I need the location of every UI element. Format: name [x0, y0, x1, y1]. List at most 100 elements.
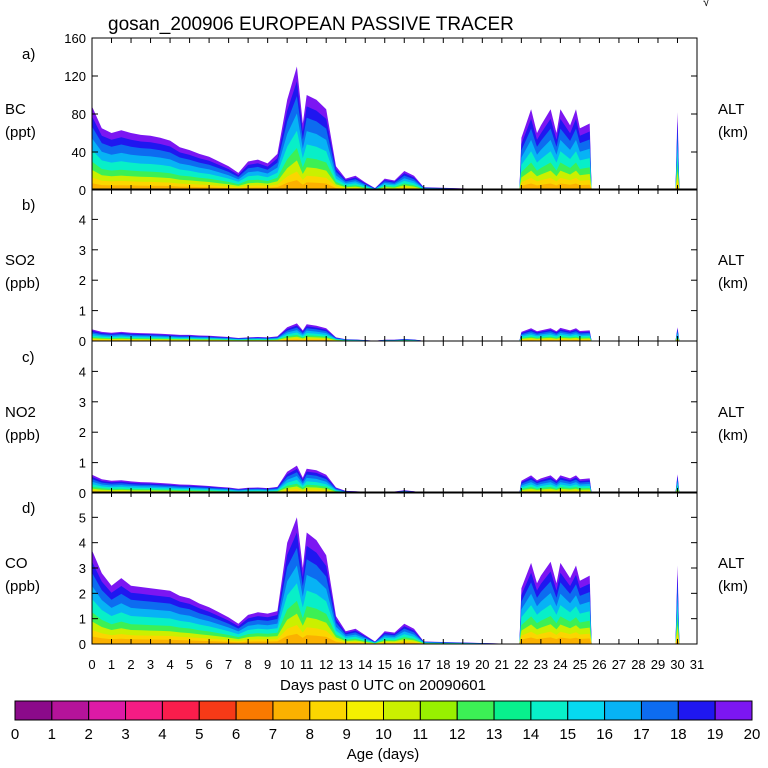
y-tick-label: 4 — [79, 364, 86, 379]
panel-label: c) — [22, 349, 35, 366]
colorbar-swatch — [51, 700, 90, 721]
x-tick-label: 10 — [280, 657, 294, 672]
colorbar-tick-label: 17 — [633, 726, 650, 743]
x-tick-label: 7 — [225, 657, 232, 672]
colorbar-swatch — [567, 700, 606, 721]
x-tick-label: 18 — [436, 657, 450, 672]
x-tick-label: 30 — [670, 657, 684, 672]
x-tick-label: 14 — [358, 657, 372, 672]
y-tick-label: 160 — [64, 31, 86, 46]
x-tick-label: 26 — [592, 657, 606, 672]
corner-mark: √ — [703, 0, 710, 9]
x-tick-label: 20 — [475, 657, 489, 672]
colorbar-swatch — [714, 700, 753, 721]
right-axis-unit: (km) — [718, 124, 748, 141]
y-tick-label: 0 — [79, 334, 86, 349]
x-tick-label: 27 — [612, 657, 626, 672]
colorbar-tick-label: 0 — [11, 726, 19, 743]
colorbar-tick-label: 8 — [306, 726, 314, 743]
colorbar-tick-label: 1 — [48, 726, 56, 743]
y-tick-label: 3 — [79, 243, 86, 258]
colorbar-swatch — [604, 700, 642, 721]
panel-so2: 0 1 2 3 4 b) SO2 (ppb) ALT (km) — [5, 188, 748, 349]
y-tick-label: 1 — [79, 612, 86, 627]
unit-label: (ppb) — [5, 427, 40, 444]
colorbar-swatch — [493, 700, 532, 721]
colorbar-swatch — [530, 700, 569, 721]
colorbar-swatch — [456, 700, 495, 721]
unit-label: (ppb) — [5, 275, 40, 292]
species-label: CO — [5, 555, 28, 572]
x-tick-label: 0 — [88, 657, 95, 672]
x-tick-label: 29 — [651, 657, 665, 672]
panel-label: d) — [22, 500, 35, 517]
colorbar-tick-label: 16 — [596, 726, 613, 743]
colorbar-tick-label: 4 — [158, 726, 166, 743]
x-tick-label: 5 — [186, 657, 193, 672]
colorbar-swatch — [677, 700, 716, 721]
x-tick-label: 11 — [300, 657, 314, 672]
right-axis-unit: (km) — [718, 578, 748, 595]
x-tick-label: 9 — [264, 657, 271, 672]
x-tick-label: 22 — [514, 657, 528, 672]
species-label: SO2 — [5, 252, 35, 269]
panels: 04080120160a)BC(ppt)ALT(km)01234b)SO2(pp… — [5, 31, 748, 652]
colorbar-swatch — [383, 700, 421, 721]
age-colorbar: 0 1 2 3 4 5 6 7 8 9 10 11 12 13 14 15 16 17 18 19 20 — [11, 700, 761, 743]
x-axis: 0 1 2 3 4 5 6 7 8 9 10 11 12 13 14 15 16 17 18 19 20 21 22 23 24… — [88, 657, 704, 672]
y-tick-label: 4 — [79, 536, 86, 551]
x-tick-label: 16 — [397, 657, 411, 672]
colorbar-tick-label: 7 — [269, 726, 277, 743]
panel-no2: 0 1 2 3 4 c) NO2 (ppb) ALT (km) — [5, 340, 748, 501]
x-tick-label: 1 — [108, 657, 115, 672]
colorbar-tick-label: 15 — [559, 726, 576, 743]
panel-frame — [91, 340, 698, 494]
colorbar-tick-label: 18 — [670, 726, 687, 743]
y-tick-label: 120 — [64, 69, 86, 84]
unit-label: (ppb) — [5, 578, 40, 595]
colorbar-swatch — [125, 700, 163, 721]
y-tick-label: 40 — [72, 145, 86, 160]
colorbar-tick-label: 13 — [486, 726, 503, 743]
x-tick-label: 25 — [573, 657, 587, 672]
y-tick-label: 0 — [79, 637, 86, 652]
colorbar-tick-label: 20 — [744, 726, 761, 743]
right-axis-unit: (km) — [718, 427, 748, 444]
right-axis-label: ALT — [718, 555, 744, 572]
right-axis-label: ALT — [718, 101, 744, 118]
x-tick-label: 13 — [338, 657, 352, 672]
x-tick-label: 23 — [534, 657, 548, 672]
colorbar-tick-label: 3 — [121, 726, 129, 743]
x-tick-label: 6 — [205, 657, 212, 672]
colorbar-tick-label: 12 — [449, 726, 466, 743]
colorbar-tick-label: 19 — [707, 726, 724, 743]
x-tick-label: 8 — [245, 657, 252, 672]
y-tick-label: 80 — [72, 107, 86, 122]
panel-label: a) — [22, 46, 35, 63]
x-axis-label: Days past 0 UTC on 20090601 — [280, 677, 486, 694]
unit-label: (ppt) — [5, 124, 36, 141]
colorbar-tick-label: 2 — [85, 726, 93, 743]
x-tick-label: 2 — [127, 657, 134, 672]
panel-co: 0 1 2 3 4 5 d) CO (ppb) ALT (km) — [5, 491, 748, 652]
x-tick-label: 12 — [319, 657, 333, 672]
species-label: BC — [5, 101, 26, 118]
colorbar-tick-label: 5 — [195, 726, 203, 743]
y-tick-label: 1 — [79, 304, 86, 319]
x-tick-label: 21 — [495, 657, 509, 672]
colorbar-tick-label: 14 — [523, 726, 540, 743]
x-tick-label: 4 — [166, 657, 173, 672]
x-tick-label: 17 — [417, 657, 431, 672]
y-tick-label: 4 — [79, 212, 86, 227]
age-layer-8 — [92, 180, 680, 190]
colorbar-label: Age (days) — [347, 746, 420, 763]
colorbar-swatch — [235, 700, 274, 721]
right-axis-label: ALT — [718, 404, 744, 421]
y-tick-label: 2 — [79, 425, 86, 440]
y-tick-label: 5 — [79, 510, 86, 525]
colorbar-tick-label: 10 — [375, 726, 392, 743]
x-tick-label: 19 — [456, 657, 470, 672]
y-tick-label: 3 — [79, 395, 86, 410]
colorbar-tick-label: 6 — [232, 726, 240, 743]
